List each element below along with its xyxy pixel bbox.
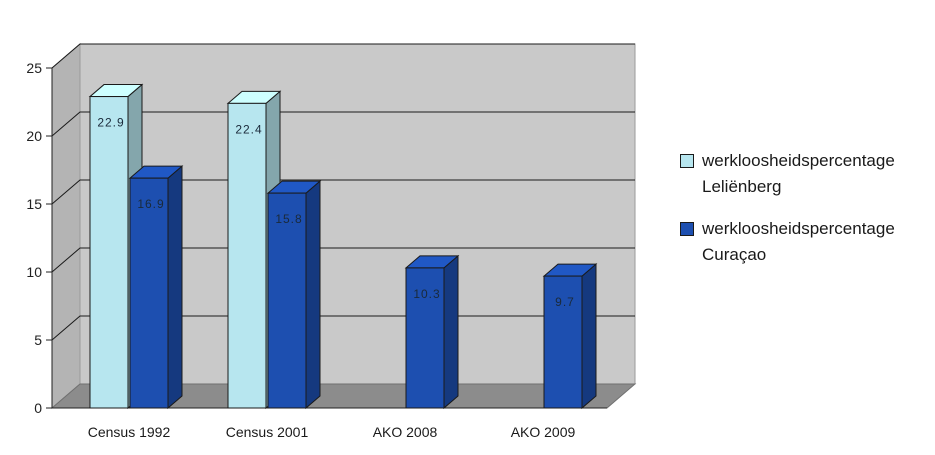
- data-label-1-3: 9.7: [555, 295, 575, 309]
- x-tick-label-2: AKO 2008: [373, 424, 438, 440]
- x-tick-label-0: Census 1992: [88, 424, 171, 440]
- bar-1-1: [267, 192, 307, 409]
- gridline-10: [51, 247, 635, 273]
- legend-label-curacao: werkloosheidspercentage Curaçao: [702, 216, 895, 268]
- legend-label-curacao-line1: werkloosheidspercentage: [702, 219, 895, 238]
- legend-label-lelienberg: werkloosheidspercentage Leliënberg: [702, 148, 895, 200]
- y-tick-label-25: 25: [26, 60, 42, 76]
- bar-1-0: [129, 177, 169, 409]
- data-label-1-0: 16.9: [137, 197, 164, 211]
- bar-1-3: [543, 275, 583, 409]
- y-tick-label-0: 0: [34, 400, 42, 416]
- y-tick-label-15: 15: [26, 196, 42, 212]
- legend-item-curacao: werkloosheidspercentage Curaçao: [680, 216, 930, 268]
- x-tick-label-1: Census 2001: [226, 424, 309, 440]
- bar-1-2: [405, 267, 445, 409]
- data-label-0-1: 22.4: [235, 122, 262, 136]
- y-tick-label-20: 20: [26, 128, 42, 144]
- legend-swatch-lelienberg: [680, 154, 694, 168]
- legend-label-lelienberg-line2: Leliënberg: [702, 177, 782, 196]
- bar-side-1-2: [443, 254, 459, 410]
- gridline-25: [51, 43, 635, 69]
- legend-swatch-curacao: [680, 222, 694, 236]
- y-tick-label-5: 5: [34, 332, 42, 348]
- legend-label-curacao-line2: Curaçao: [702, 245, 767, 264]
- legend-label-lelienberg-line1: werkloosheidspercentage: [702, 151, 895, 170]
- data-label-0-0: 22.9: [97, 116, 124, 130]
- data-label-1-1: 15.8: [275, 212, 302, 226]
- chart-side-wall: [51, 42, 81, 410]
- bar-0-1: [227, 102, 267, 409]
- bar-side-1-1: [305, 180, 321, 410]
- gridline-15: [51, 179, 635, 205]
- y-tick-label-10: 10: [26, 264, 42, 280]
- bar-0-0: [89, 96, 129, 409]
- bar-side-1-3: [581, 262, 597, 410]
- legend: werkloosheidspercentage Leliënberg werkl…: [680, 148, 930, 284]
- x-tick-label-3: AKO 2009: [511, 424, 576, 440]
- bar-side-1-0: [167, 165, 183, 410]
- legend-item-lelienberg: werkloosheidspercentage Leliënberg: [680, 148, 930, 200]
- gridline-20: [51, 111, 635, 137]
- data-label-1-2: 10.3: [413, 287, 440, 301]
